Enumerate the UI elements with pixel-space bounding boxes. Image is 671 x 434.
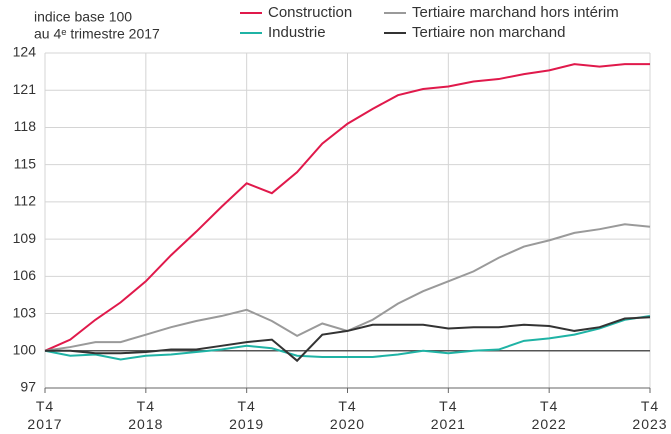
- x-tick-label: T4 2019: [229, 398, 265, 432]
- y-tick-label: 124: [13, 44, 37, 60]
- x-tick-label: T4 2018: [128, 398, 164, 432]
- y-label: au 4ᵉ trimestre 2017: [34, 26, 160, 42]
- x-tick-label: T4 2023: [632, 398, 668, 432]
- series-line: [44, 315, 651, 361]
- y-tick-label: 121: [13, 81, 37, 97]
- x-tick-label: T4 2017: [27, 398, 63, 432]
- legend-label: Tertiaire non marchand: [412, 24, 565, 41]
- legend-label: Construction: [268, 4, 352, 21]
- x-tick-label: T4 2022: [531, 398, 567, 432]
- y-tick-label: 106: [13, 267, 37, 283]
- y-tick-label: 118: [14, 118, 37, 134]
- y-tick-label: 112: [14, 193, 37, 209]
- y-tick-label: 115: [14, 155, 37, 171]
- y-tick-label: 97: [20, 379, 36, 395]
- y-tick-label: 103: [13, 304, 37, 320]
- x-tick-label: T4 2020: [329, 398, 366, 432]
- series-line: [45, 316, 651, 363]
- y-tick-label: 109: [13, 230, 37, 246]
- y-label: indice base 100: [34, 9, 132, 25]
- legend-label: Industrie: [268, 24, 326, 41]
- x-tick-label: T4 2021: [430, 398, 466, 432]
- legend-label: Tertiaire marchand hors intérim: [412, 4, 619, 21]
- series-line: [44, 63, 650, 352]
- y-tick-label: 100: [13, 341, 37, 357]
